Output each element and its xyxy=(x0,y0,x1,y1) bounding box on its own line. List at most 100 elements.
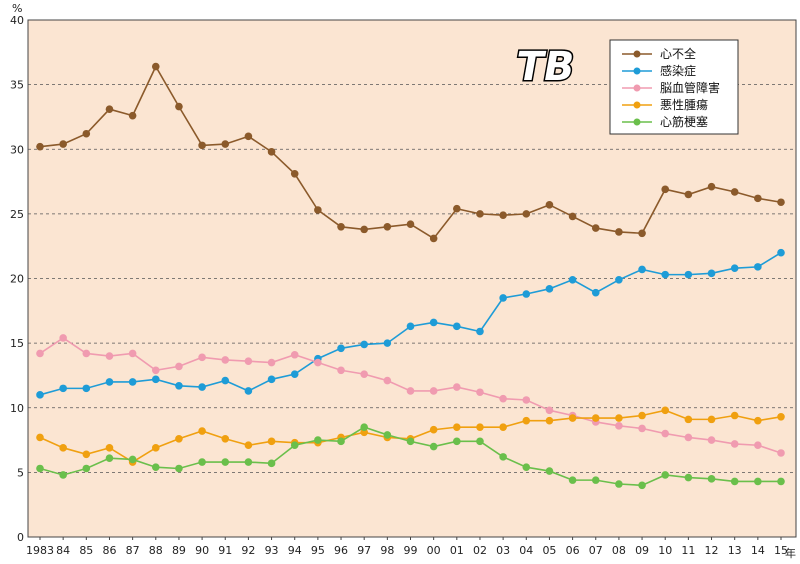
data-point xyxy=(476,437,484,446)
data-point xyxy=(545,467,554,475)
data-point xyxy=(337,366,345,375)
data-point xyxy=(290,441,299,450)
series-3 xyxy=(36,334,785,457)
data-point xyxy=(754,477,762,486)
data-point xyxy=(499,453,507,461)
data-point xyxy=(59,471,67,479)
x-tick-label: 1983 xyxy=(26,544,54,557)
data-point xyxy=(267,459,276,468)
data-point xyxy=(777,412,785,421)
data-point xyxy=(777,449,785,457)
data-point xyxy=(476,210,484,218)
data-point xyxy=(267,437,276,446)
data-point xyxy=(707,436,716,444)
data-point xyxy=(290,170,299,178)
x-tick-label: 86 xyxy=(102,544,116,557)
data-point xyxy=(36,349,44,358)
data-point xyxy=(360,225,368,234)
data-point xyxy=(244,387,253,395)
data-point xyxy=(175,102,183,111)
x-tick-label: 00 xyxy=(427,544,441,557)
data-point xyxy=(383,223,392,231)
data-point xyxy=(777,198,785,207)
data-point xyxy=(429,234,438,243)
data-point xyxy=(545,406,554,415)
x-tick-label: 11 xyxy=(681,544,695,557)
x-tick-label: 94 xyxy=(288,544,302,557)
data-point xyxy=(568,212,577,221)
data-point xyxy=(221,376,230,385)
data-point xyxy=(59,444,67,452)
x-tick-label: 92 xyxy=(241,544,255,557)
data-point xyxy=(707,269,716,278)
plot-frame xyxy=(27,19,797,538)
data-point xyxy=(105,454,114,462)
data-point xyxy=(36,142,44,151)
data-point xyxy=(615,275,623,284)
data-point xyxy=(591,476,600,484)
data-point xyxy=(221,356,230,364)
data-point xyxy=(453,204,461,213)
data-point xyxy=(198,458,206,466)
data-point xyxy=(82,349,91,358)
data-point xyxy=(175,381,183,390)
data-point xyxy=(476,327,484,336)
y-tick-label: 5 xyxy=(17,466,24,479)
data-point xyxy=(661,429,670,438)
data-point xyxy=(522,416,531,425)
data-point xyxy=(406,322,415,331)
data-point xyxy=(499,423,507,431)
legend-swatch-marker xyxy=(633,118,641,126)
data-point xyxy=(267,148,276,156)
data-point xyxy=(267,375,276,384)
data-point xyxy=(59,384,67,393)
data-point xyxy=(638,411,646,420)
data-point xyxy=(221,434,230,443)
data-point xyxy=(36,433,44,442)
y-tick-label: 15 xyxy=(10,337,24,350)
data-point xyxy=(128,378,137,386)
series-2 xyxy=(36,248,785,399)
data-point xyxy=(105,444,114,452)
legend-label: 感染症 xyxy=(660,63,696,78)
data-point xyxy=(476,423,484,431)
data-point xyxy=(777,248,785,257)
x-tick-label: 99 xyxy=(404,544,418,557)
data-point xyxy=(59,334,67,342)
data-point xyxy=(406,437,415,446)
data-point xyxy=(545,201,554,209)
data-point xyxy=(730,264,739,272)
data-point xyxy=(198,427,206,435)
data-point xyxy=(290,350,299,359)
data-point xyxy=(754,441,762,450)
data-point xyxy=(661,185,670,194)
data-point xyxy=(684,190,693,199)
data-point xyxy=(638,481,646,490)
data-point xyxy=(128,455,137,464)
x-tick-labels: 1983 84 85 86 87 88 89 90 91 92 93 94 95 96 97 98 99 00 01… xyxy=(26,537,788,557)
data-point xyxy=(383,339,392,347)
data-point xyxy=(151,62,160,71)
tb-logo-text: TB xyxy=(512,43,578,90)
data-point xyxy=(661,406,670,415)
data-point xyxy=(661,471,670,479)
data-point xyxy=(151,463,160,472)
data-point xyxy=(638,229,646,238)
data-point xyxy=(707,415,716,424)
y-tick-label: 20 xyxy=(10,273,24,286)
data-point xyxy=(267,358,276,367)
data-point xyxy=(82,384,91,393)
data-point xyxy=(244,458,253,466)
data-point xyxy=(198,141,206,150)
data-point xyxy=(360,340,368,349)
legend-box xyxy=(609,39,739,135)
legend-label: 悪性腫瘍 xyxy=(660,97,708,112)
data-point xyxy=(684,270,693,279)
data-point xyxy=(568,414,577,422)
data-point xyxy=(221,140,230,148)
data-point xyxy=(244,441,253,450)
data-point xyxy=(615,228,623,236)
data-point xyxy=(615,422,623,430)
data-point xyxy=(337,223,345,231)
